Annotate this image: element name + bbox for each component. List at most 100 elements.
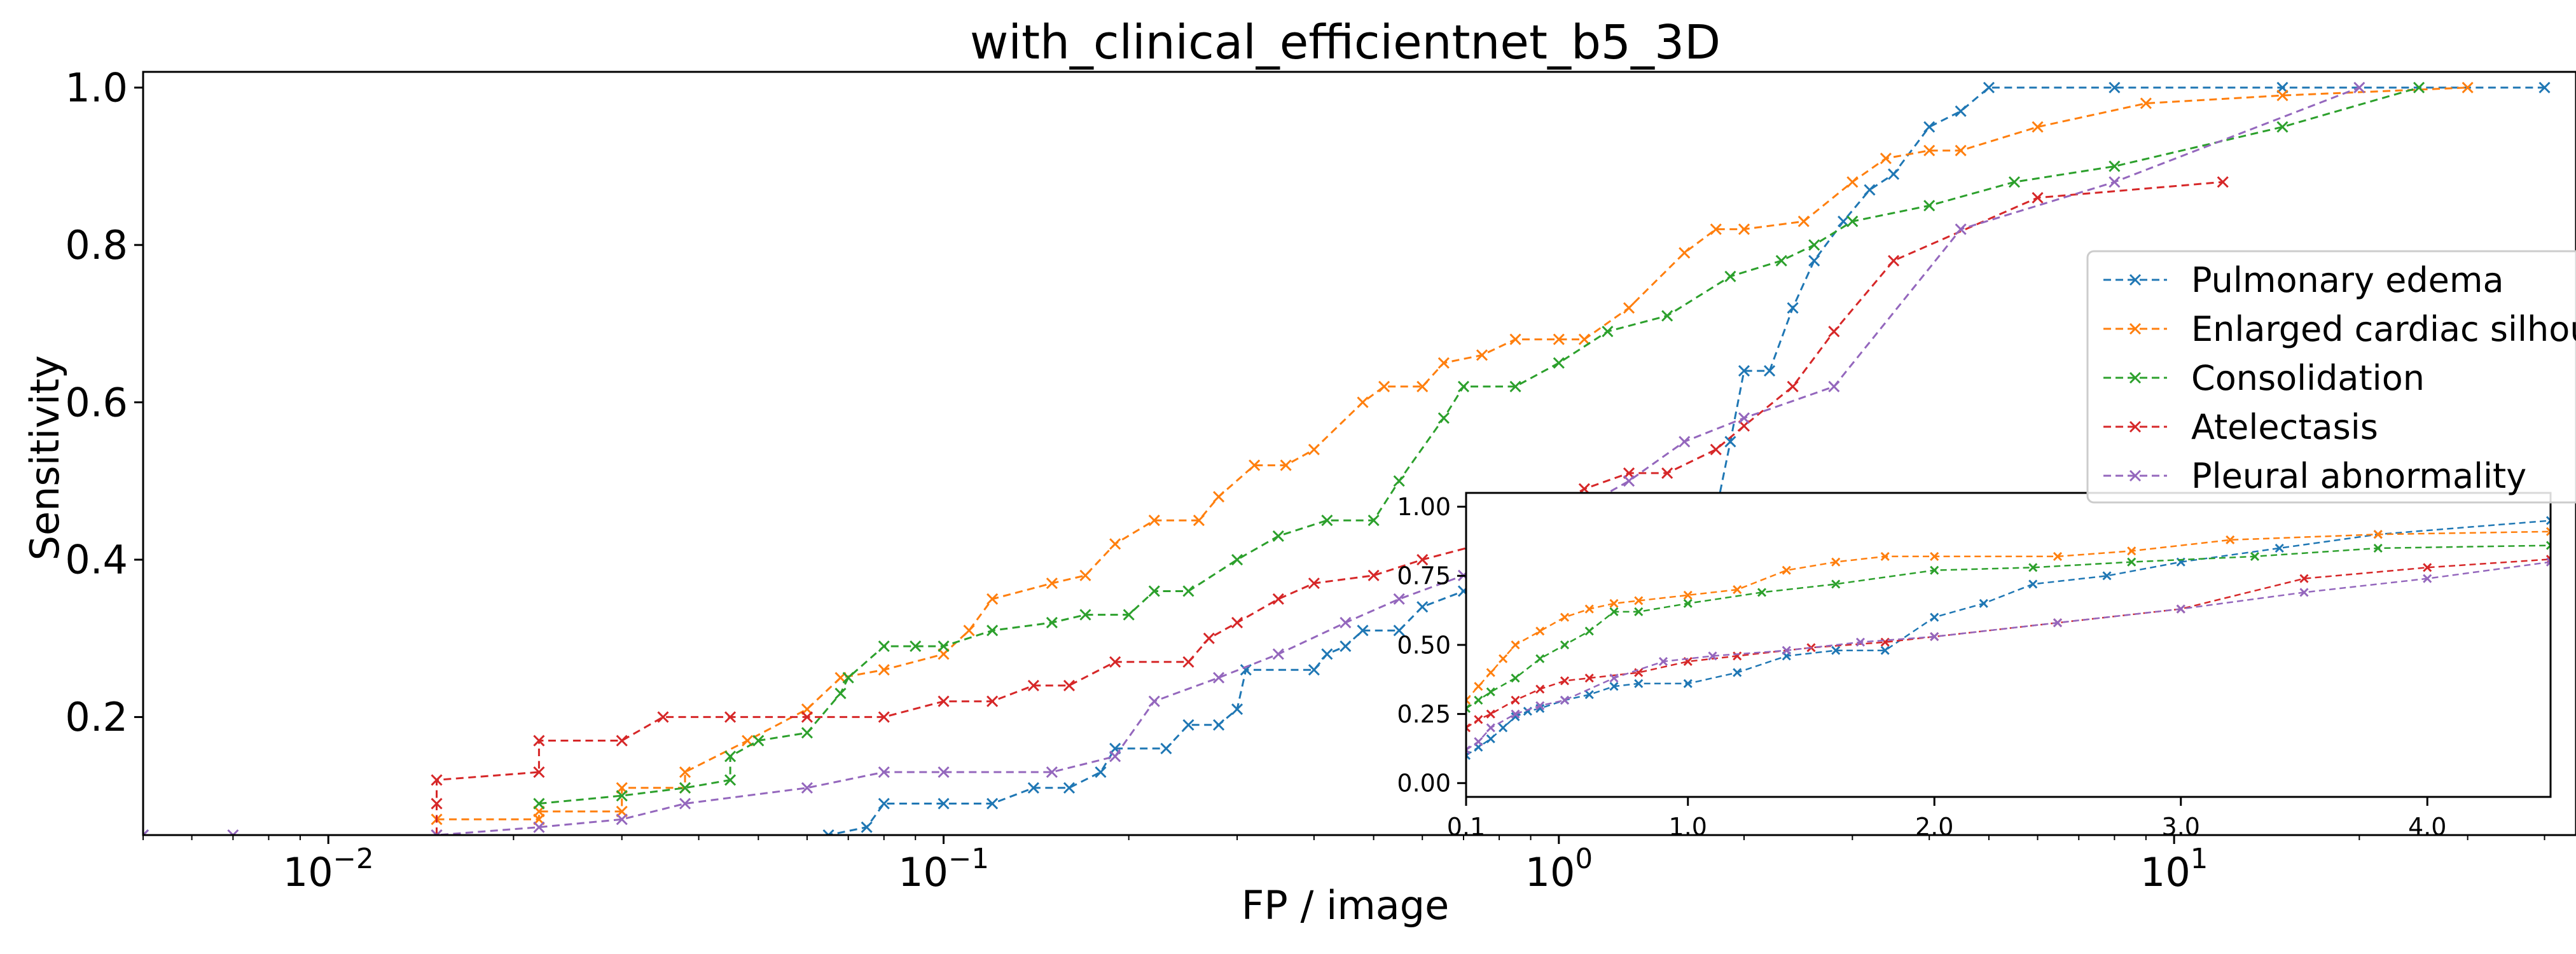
main-point-enlarged-cardiac-silhouette-6 bbox=[679, 766, 691, 778]
legend-item-atelectasis: Atelectasis bbox=[2103, 407, 2378, 447]
main-point-enlarged-cardiac-silhouette-25 bbox=[1416, 380, 1429, 392]
inset-point-pulmonary-edema-14 bbox=[1831, 646, 1841, 655]
main-point-enlarged-cardiac-silhouette-43 bbox=[2462, 81, 2474, 93]
main-x-tick-label: 100 bbox=[1525, 843, 1593, 895]
legend-item-enlarged-cardiac-silhouette: Enlarged cardiac silhouette bbox=[2103, 309, 2576, 349]
main-point-enlarged-cardiac-silhouette-26 bbox=[1437, 357, 1450, 369]
main-point-pleural-abnormality-10 bbox=[1109, 750, 1121, 763]
main-plot-area: 0.2 0.4 0.6 0.8 1.0 10−2 10−1 100 101 bbox=[65, 64, 2576, 895]
inset-point-pulmonary-edema-21 bbox=[2275, 543, 2284, 553]
main-point-pleural-abnormality-2 bbox=[431, 829, 443, 835]
inset-point-enlarged-cardiac-silhouette-10 bbox=[1683, 590, 1693, 600]
inset-point-consolidation-11 bbox=[1831, 579, 1841, 589]
main-point-pulmonary-edema-4 bbox=[938, 798, 950, 810]
inset-point-atelectasis-16 bbox=[2423, 563, 2432, 572]
main-point-atelectasis-16 bbox=[1203, 632, 1215, 644]
inset-point-consolidation-16 bbox=[2373, 543, 2383, 553]
main-point-pulmonary-edema-5 bbox=[987, 798, 999, 810]
main-point-consolidation-23 bbox=[1437, 412, 1450, 424]
main-point-atelectasis-20 bbox=[1368, 569, 1380, 581]
main-point-pleural-abnormality-22 bbox=[1828, 380, 1840, 392]
inset-point-consolidation-15 bbox=[2250, 551, 2260, 562]
main-point-atelectasis-13 bbox=[1063, 679, 1076, 692]
main-series-group bbox=[143, 81, 2551, 835]
main-x-tick-label: 10−2 bbox=[283, 843, 374, 895]
legend-marker-pleural-abnormality bbox=[2129, 469, 2142, 482]
inset-point-pleural-abnormality-1 bbox=[1474, 737, 1483, 747]
main-point-pulmonary-edema-17 bbox=[1340, 640, 1352, 653]
main-point-atelectasis-5 bbox=[616, 735, 628, 747]
main-point-consolidation-5 bbox=[752, 735, 765, 747]
chart-title: with_clinical_efficientnet_b5_3D bbox=[970, 15, 1721, 70]
main-point-pleural-abnormality-3 bbox=[533, 821, 545, 833]
inset-series-consolidation bbox=[1466, 541, 2551, 714]
inset-point-pleural-abnormality-6 bbox=[1609, 674, 1619, 683]
main-point-pulmonary-edema-13 bbox=[1231, 703, 1243, 716]
legend-items: Pulmonary edema Enlarged cardiac silhouet… bbox=[2103, 260, 2576, 496]
inset-line-atelectasis bbox=[1466, 558, 2551, 729]
inset-point-atelectasis-11 bbox=[1880, 637, 1890, 647]
inset-series-enlarged-cardiac-silhouette bbox=[1466, 527, 2551, 705]
main-point-enlarged-cardiac-silhouette-38 bbox=[1923, 144, 1935, 156]
inset-x-tick-label: 2.0 bbox=[1915, 813, 1953, 841]
inset-point-atelectasis-6 bbox=[1584, 674, 1594, 683]
main-y-tick-label: 1.0 bbox=[65, 64, 128, 111]
main-point-pulmonary-edema-7 bbox=[1063, 782, 1076, 794]
main-point-enlarged-cardiac-silhouette-20 bbox=[1249, 459, 1261, 471]
inset-point-pleural-abnormality-7 bbox=[1658, 657, 1668, 667]
main-point-enlarged-cardiac-silhouette-21 bbox=[1280, 459, 1292, 471]
main-point-atelectasis-14 bbox=[1109, 656, 1121, 668]
main-point-atelectasis-31 bbox=[1888, 254, 1900, 266]
inset-point-atelectasis-5 bbox=[1560, 676, 1570, 686]
main-y-tick-label: 0.4 bbox=[65, 537, 128, 583]
inset-point-pleural-abnormality-10 bbox=[1855, 637, 1866, 647]
main-point-enlarged-cardiac-silhouette-29 bbox=[1553, 333, 1565, 345]
inset-point-atelectasis-9 bbox=[1733, 651, 1742, 661]
main-point-consolidation-27 bbox=[1602, 326, 1614, 338]
legend-label-enlarged-cardiac-silhouette: Enlarged cardiac silhouette bbox=[2191, 309, 2576, 349]
main-point-atelectasis-12 bbox=[1027, 679, 1039, 692]
main-point-enlarged-cardiac-silhouette-33 bbox=[1710, 223, 1722, 235]
legend-marker-pulmonary-edema bbox=[2129, 273, 2142, 286]
main-point-atelectasis-6 bbox=[657, 711, 669, 723]
inset-point-pleural-abnormality-13 bbox=[2176, 604, 2185, 614]
main-point-atelectasis-21 bbox=[1416, 553, 1429, 566]
main-point-enlarged-cardiac-silhouette-14 bbox=[1046, 577, 1058, 590]
inset-point-consolidation-10 bbox=[1757, 588, 1767, 597]
main-point-consolidation-14 bbox=[1079, 609, 1091, 621]
main-point-atelectasis-3 bbox=[533, 766, 545, 778]
main-point-consolidation-13 bbox=[1046, 616, 1058, 629]
main-point-enlarged-cardiac-silhouette-24 bbox=[1378, 380, 1390, 392]
main-point-pulmonary-edema-16 bbox=[1321, 648, 1333, 660]
main-point-enlarged-cardiac-silhouette-40 bbox=[2032, 121, 2044, 133]
main-point-atelectasis-7 bbox=[724, 711, 737, 723]
main-point-pleural-abnormality-20 bbox=[1679, 436, 1691, 448]
main-point-enlarged-cardiac-silhouette-23 bbox=[1357, 396, 1369, 408]
main-point-consolidation-6 bbox=[801, 727, 813, 739]
main-point-pulmonary-edema-19 bbox=[1393, 625, 1405, 637]
inset-line-consolidation bbox=[1466, 544, 2551, 709]
inset-point-pulmonary-edema-11 bbox=[1683, 679, 1693, 688]
main-point-consolidation-34 bbox=[2008, 176, 2021, 188]
legend-item-pleural-abnormality: Pleural abnormality bbox=[2103, 456, 2526, 496]
main-point-pulmonary-edema-37 bbox=[2109, 81, 2121, 93]
main-line-atelectasis bbox=[436, 181, 2223, 835]
main-point-pulmonary-edema-36 bbox=[1983, 81, 1995, 93]
inset-x-tick-label: 3.0 bbox=[2162, 813, 2200, 841]
inset-point-pulmonary-edema-9 bbox=[1609, 682, 1619, 691]
main-point-pleural-abnormality-19 bbox=[1623, 475, 1635, 487]
main-point-atelectasis-9 bbox=[878, 711, 890, 723]
inset-point-enlarged-cardiac-silhouette-16 bbox=[2053, 551, 2063, 562]
inset-x-tick-label: 1.0 bbox=[1669, 813, 1707, 841]
main-point-enlarged-cardiac-silhouette-30 bbox=[1578, 333, 1590, 345]
main-point-consolidation-11 bbox=[938, 640, 950, 653]
legend-box bbox=[2086, 250, 2576, 504]
inset-point-consolidation-2 bbox=[1486, 687, 1495, 696]
main-point-enlarged-cardiac-silhouette-27 bbox=[1476, 349, 1488, 361]
main-line-pleural-abnormality bbox=[143, 86, 2360, 835]
inset-point-consolidation-4 bbox=[1535, 654, 1545, 663]
inset-point-pulmonary-edema-4 bbox=[1511, 712, 1520, 722]
main-point-pleural-abnormality-7 bbox=[878, 766, 890, 778]
inset-point-atelectasis-3 bbox=[1511, 695, 1520, 705]
inset-point-pulmonary-edema-8 bbox=[1584, 690, 1594, 700]
